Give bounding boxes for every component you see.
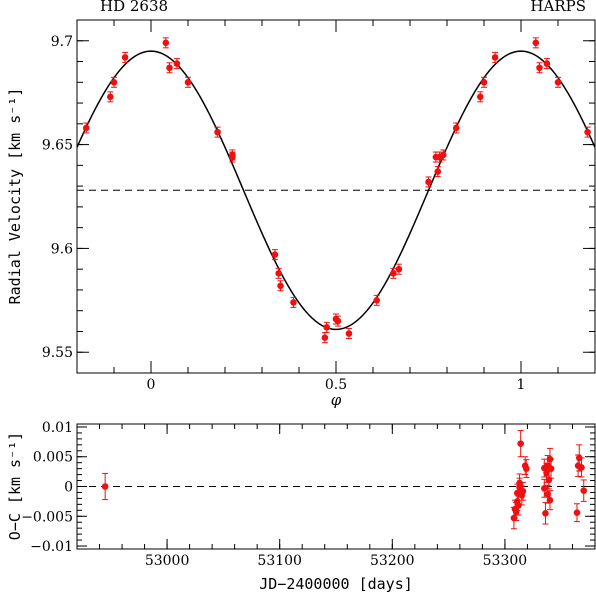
residual-x-tick-label: 53300 [483, 553, 528, 569]
residual-y-axis-label: O−C [km s⁻¹] [6, 432, 24, 540]
residual-y-tick-label: −0.005 [21, 509, 73, 525]
rv-data-point [440, 149, 447, 161]
rv-x-tick-label: 0.5 [325, 377, 347, 393]
rv-data-point [480, 76, 488, 88]
residual-data-point [547, 458, 555, 479]
residual-y-tick-label: 0 [64, 480, 73, 496]
residual-data-point [101, 472, 109, 501]
rv-data-point [554, 76, 562, 88]
rv-y-axis-label: Radial Velocity [km s⁻¹] [6, 88, 24, 305]
residual-data-point [578, 457, 585, 478]
residual-data-point [580, 479, 588, 502]
rv-data-points [82, 37, 591, 344]
residual-data-point [542, 502, 549, 525]
residual-y-tick-label: −0.01 [30, 539, 73, 555]
rv-data-point [166, 62, 173, 74]
rv-data-point [477, 91, 484, 103]
residual-x-axis-label: JD−2400000 [days] [259, 575, 413, 593]
rv-y-tick-label: 9.6 [51, 241, 73, 257]
rv-data-point [452, 122, 460, 134]
rv-data-point [214, 126, 221, 138]
residual-x-tick-label: 53000 [145, 553, 190, 569]
rv-data-point [290, 296, 297, 308]
rv-data-point [532, 37, 540, 49]
star-label: HD 2638 [100, 0, 168, 15]
residual-data-point [516, 473, 523, 493]
rv-x-tick-label: 0 [147, 377, 156, 393]
rv-panel: HD 2638 HARPS 0 0.5 1 9.55 9.6 9.65 9.7 Radial… [6, 0, 596, 409]
rv-data-point [121, 51, 129, 63]
residual-data-point [519, 481, 527, 501]
rv-data-point [334, 315, 342, 327]
rv-x-axis-label: φ [331, 391, 342, 409]
residual-data-point [573, 503, 581, 523]
rv-data-point [229, 151, 236, 163]
residual-data-point [546, 490, 554, 511]
rv-data-point [425, 176, 432, 188]
rv-data-point [277, 280, 284, 292]
residual-data-point [517, 430, 524, 458]
rv-data-point [491, 51, 499, 63]
residual-x-tick-label: 53100 [257, 553, 302, 569]
residual-y-tick-label: 0.01 [42, 420, 73, 436]
rv-data-point [184, 76, 192, 88]
rv-data-point [321, 332, 329, 344]
rv-data-point [271, 249, 279, 261]
rv-y-tick-label: 9.65 [42, 138, 73, 154]
rv-data-point [323, 321, 331, 333]
rv-data-point [162, 37, 170, 49]
rv-data-point [373, 294, 381, 306]
rv-data-point [543, 58, 551, 70]
instrument-label: HARPS [530, 0, 586, 15]
rv-data-point [107, 91, 114, 103]
rv-data-point [395, 263, 403, 275]
residual-y-tick-label: 0.005 [33, 450, 73, 466]
rv-data-point [390, 267, 397, 279]
residual-x-tick-label: 53200 [370, 553, 415, 569]
rv-data-point [110, 76, 118, 88]
rv-data-point [584, 126, 591, 138]
rv-y-tick-label: 9.55 [42, 345, 73, 361]
residual-data-point [523, 459, 530, 479]
rv-data-point [536, 62, 543, 74]
residual-panel: 53000 53100 53200 53300 −0.01 −0.005 0 0.005 0.0… [6, 420, 596, 593]
rv-x-tick-label: 1 [517, 377, 526, 393]
rv-data-point [173, 58, 181, 70]
orbit-model-curve [76, 50, 596, 331]
rv-data-point [434, 166, 442, 178]
rv-data-point [345, 328, 353, 340]
residual-data-points [101, 430, 588, 530]
rv-y-tick-label: 9.7 [51, 34, 73, 50]
rv-data-point [275, 267, 282, 279]
rv-data-point [82, 122, 90, 134]
